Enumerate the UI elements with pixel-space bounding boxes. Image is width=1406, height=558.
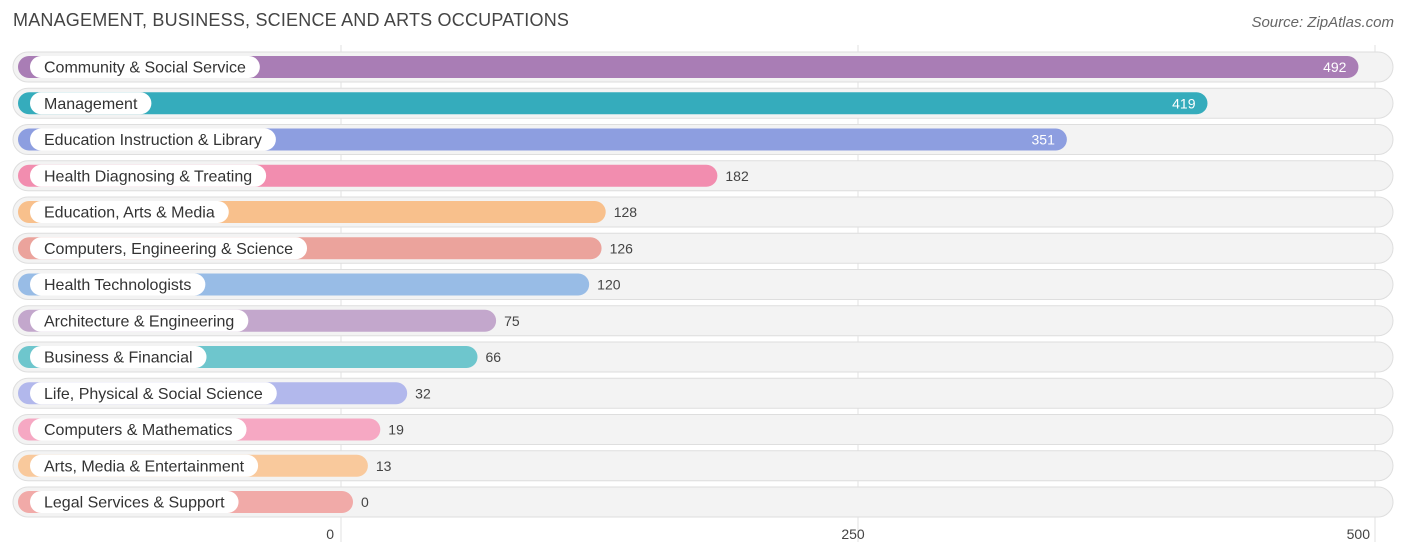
value-label: 66	[485, 349, 501, 365]
category-label: Legal Services & Support	[44, 495, 225, 512]
category-label: Life, Physical & Social Science	[44, 386, 263, 403]
bar	[18, 92, 1208, 115]
category-label: Health Diagnosing & Treating	[44, 168, 252, 185]
category-label: Arts, Media & Entertainment	[44, 458, 245, 475]
category-pill	[30, 92, 152, 115]
x-tick-label: 250	[841, 526, 865, 542]
value-label: 13	[376, 458, 392, 474]
bar	[18, 128, 1067, 151]
value-label: 32	[415, 385, 431, 401]
category-pill	[30, 418, 247, 441]
category-pill	[30, 346, 207, 368]
value-label: 75	[504, 313, 520, 329]
x-tick-label: 500	[1347, 526, 1371, 542]
value-label: 0	[361, 494, 369, 510]
category-label: Architecture & Engineering	[44, 313, 234, 330]
value-label: 19	[388, 422, 404, 438]
category-label: Community & Social Service	[44, 60, 246, 77]
category-pill	[30, 309, 249, 332]
category-pill	[30, 56, 260, 78]
x-tick-label: 0	[326, 526, 334, 542]
value-label: 128	[614, 204, 638, 220]
value-label: 182	[725, 168, 749, 184]
category-pill	[30, 164, 267, 187]
category-label: Education Instruction & Library	[44, 132, 262, 149]
chart-title: MANAGEMENT, BUSINESS, SCIENCE AND ARTS O…	[13, 10, 570, 30]
category-label: Business & Financial	[44, 350, 193, 367]
category-pill	[30, 237, 308, 260]
bar	[18, 56, 1359, 78]
category-label: Health Technologists	[44, 277, 191, 294]
source-note: Source: ZipAtlas.com	[1251, 14, 1394, 31]
category-label: Computers, Engineering & Science	[44, 241, 293, 258]
value-label: 351	[1032, 132, 1056, 148]
value-label: 120	[597, 277, 621, 293]
category-pill	[30, 491, 239, 513]
category-pill	[30, 273, 206, 296]
row-track	[12, 486, 1394, 518]
value-label: 419	[1172, 95, 1196, 111]
category-label: Management	[44, 96, 138, 113]
category-pill	[30, 382, 277, 405]
value-label: 126	[610, 240, 634, 256]
category-pill	[30, 128, 276, 151]
category-label: Computers & Mathematics	[44, 422, 233, 439]
value-label: 492	[1323, 59, 1347, 75]
category-label: Education, Arts & Media	[44, 205, 215, 222]
category-pill	[30, 201, 229, 223]
category-pill	[30, 454, 259, 477]
